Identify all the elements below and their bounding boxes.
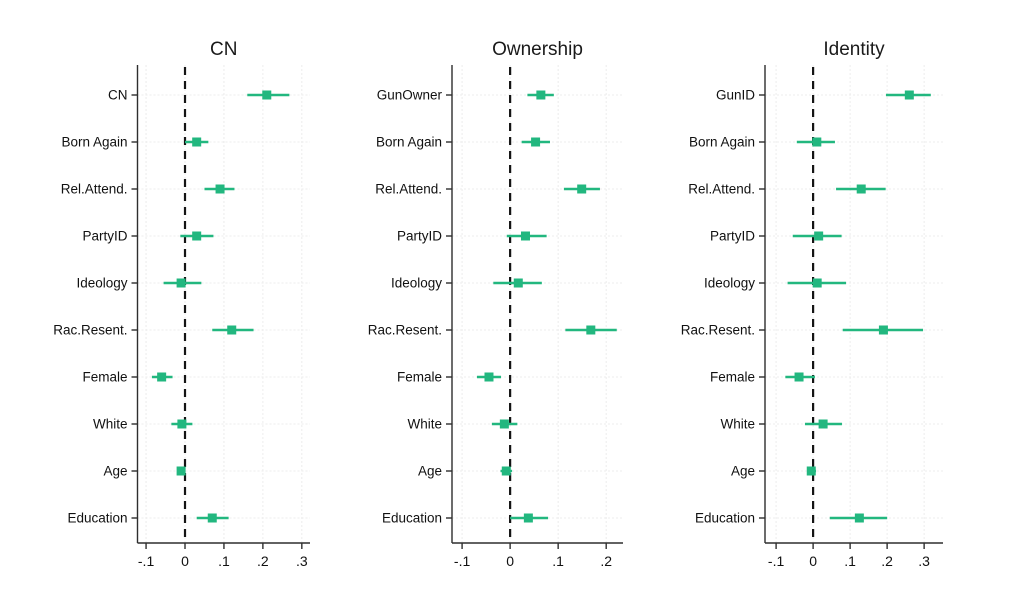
estimate-marker [854, 513, 864, 523]
x-tick-label: -.1 [768, 553, 785, 569]
x-tick-label: .1 [844, 553, 856, 569]
category-label: Rel.Attend. [688, 182, 755, 197]
panel-title: Identity [823, 39, 885, 60]
x-tick-label: .1 [552, 553, 564, 569]
category-label: White [720, 417, 755, 432]
category-label: Education [67, 511, 127, 526]
estimate-marker [818, 419, 828, 429]
x-tick-label: -.1 [454, 553, 471, 569]
estimate-marker [192, 137, 202, 147]
estimate-marker [812, 137, 822, 147]
estimate-marker [177, 419, 187, 429]
category-label: Education [695, 511, 755, 526]
estimate-marker [192, 231, 202, 241]
category-label: PartyID [397, 229, 442, 244]
category-label: Age [731, 464, 755, 479]
category-label: Female [397, 370, 442, 385]
category-label: Age [103, 464, 127, 479]
category-label: Education [382, 511, 442, 526]
category-label: Female [82, 370, 127, 385]
estimate-marker [904, 90, 914, 100]
estimate-marker [586, 325, 596, 335]
panel-title: CN [210, 39, 237, 60]
estimate-marker [523, 513, 533, 523]
estimate-marker [878, 325, 888, 335]
estimate-marker [536, 90, 546, 100]
estimate-marker [501, 466, 511, 476]
estimate-marker [157, 372, 167, 382]
x-tick-label: .3 [296, 553, 308, 569]
estimate-marker [207, 513, 217, 523]
category-label: Born Again [61, 135, 127, 150]
estimate-marker [227, 325, 237, 335]
x-tick-label: .2 [257, 553, 269, 569]
estimate-marker [499, 419, 509, 429]
x-tick-label: .2 [881, 553, 893, 569]
estimate-marker [176, 466, 186, 476]
x-tick-label: 0 [506, 553, 514, 569]
category-label: Rel.Attend. [375, 182, 442, 197]
category-label: CN [108, 88, 128, 103]
estimate-marker [531, 137, 541, 147]
estimate-marker [794, 372, 804, 382]
category-label: PartyID [710, 229, 755, 244]
category-label: Rac.Resent. [53, 323, 127, 338]
estimate-marker [806, 466, 816, 476]
category-label: Born Again [689, 135, 755, 150]
category-label: GunOwner [377, 88, 443, 103]
x-tick-label: .2 [600, 553, 612, 569]
category-label: Ideology [704, 276, 755, 291]
estimate-marker [215, 184, 225, 194]
category-label: PartyID [82, 229, 127, 244]
category-label: Female [710, 370, 755, 385]
estimate-marker [856, 184, 866, 194]
estimate-marker [176, 278, 186, 288]
estimate-marker [262, 90, 272, 100]
category-label: GunID [716, 88, 755, 103]
category-label: Rac.Resent. [681, 323, 755, 338]
category-label: Age [418, 464, 442, 479]
category-label: White [93, 417, 128, 432]
estimate-marker [577, 184, 587, 194]
estimate-marker [814, 231, 824, 241]
x-tick-label: .3 [918, 553, 930, 569]
category-label: Rel.Attend. [61, 182, 128, 197]
x-tick-label: -.1 [138, 553, 155, 569]
category-label: Ideology [76, 276, 127, 291]
estimate-marker [513, 278, 523, 288]
estimate-marker [484, 372, 494, 382]
x-tick-label: 0 [181, 553, 189, 569]
x-tick-label: .1 [218, 553, 230, 569]
estimate-marker [812, 278, 822, 288]
estimate-marker [520, 231, 530, 241]
panel-title: Ownership [492, 39, 583, 60]
category-label: Born Again [376, 135, 442, 150]
x-tick-label: 0 [809, 553, 817, 569]
category-label: Rac.Resent. [368, 323, 442, 338]
category-label: Ideology [391, 276, 442, 291]
category-label: White [407, 417, 442, 432]
